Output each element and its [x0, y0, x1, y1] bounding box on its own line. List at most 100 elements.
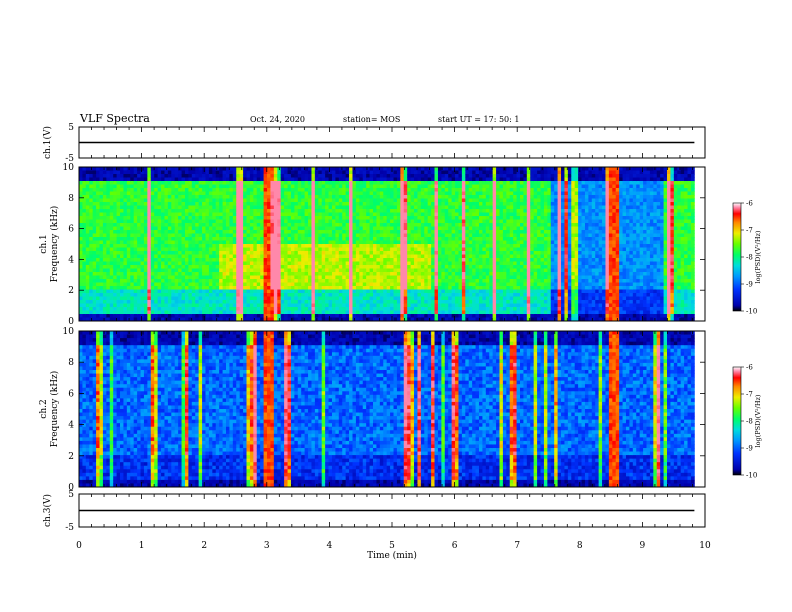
spectrogram-cell [465, 212, 470, 217]
spectrogram-cell [328, 198, 333, 203]
spectrogram-cell [311, 240, 316, 245]
spectrogram-cell [314, 247, 319, 252]
spectrogram-cell [130, 233, 135, 238]
spectrogram-cell [267, 177, 271, 182]
spectrogram-cell [161, 303, 165, 308]
spectrogram-cell [226, 289, 230, 294]
spectrogram-cell [393, 223, 398, 227]
spectrogram-cell [256, 184, 261, 189]
spectrogram-cell [318, 314, 323, 318]
spectrogram-cell [284, 223, 288, 227]
spectrogram-cell [154, 289, 159, 294]
spectrogram-cell [226, 216, 230, 220]
spectrogram-cell [431, 174, 435, 178]
spectrogram-cell [304, 181, 309, 185]
spectrogram-cell [297, 282, 302, 287]
spectrogram-cell [120, 205, 124, 210]
spectrogram-cell [229, 205, 234, 210]
spectrogram-cell [260, 212, 265, 217]
spectrogram-cell [109, 251, 114, 255]
spectrogram-cell [461, 209, 466, 213]
spectrogram-cell [396, 230, 401, 234]
spectrogram-cell [342, 209, 347, 213]
spectrogram-cell [167, 170, 172, 175]
spectrogram-cell [290, 191, 295, 196]
spectrogram-cell [198, 233, 203, 238]
spectrogram-cell [431, 170, 435, 175]
spectrogram-cell [355, 314, 360, 318]
spectrogram-cell [164, 181, 169, 185]
spectrogram-cell [455, 251, 459, 255]
spectrogram-cell [304, 282, 309, 287]
spectrogram-cell [150, 205, 155, 210]
spectrogram-cell [256, 279, 261, 283]
spectrogram-cell [215, 282, 220, 287]
spectrogram-cell [270, 286, 275, 290]
spectrogram-cell [253, 303, 258, 308]
spectrogram-cell [297, 233, 302, 238]
spectrogram-cell [191, 202, 196, 206]
spectrogram-cell [301, 198, 306, 203]
spectrogram-cell [260, 209, 265, 213]
spectrogram-cell [325, 310, 329, 315]
spectrogram-cell [263, 289, 268, 294]
spectrogram-cell [318, 265, 323, 269]
spectrogram-cell [287, 195, 292, 199]
spectrogram-cell [263, 216, 268, 220]
spectrogram-cell [243, 216, 247, 220]
spectrogram-cell [109, 261, 114, 266]
spectrogram-cell [226, 195, 230, 199]
spectrogram-cell [403, 216, 408, 220]
spectrogram-cell [287, 254, 292, 259]
spectrogram-cell [154, 275, 159, 280]
spectrogram-cell [311, 233, 316, 238]
spectrogram-cell [263, 300, 268, 304]
spectrogram-cell [249, 237, 254, 241]
spectrogram-cell [448, 174, 453, 178]
spectrogram-cell [215, 244, 220, 248]
spectrogram-cell [304, 317, 309, 322]
spectrogram-cell [304, 223, 309, 227]
spectrogram-cell [420, 265, 425, 269]
spectrogram-cell [352, 244, 357, 248]
spectrogram-cell [297, 181, 302, 185]
spectrogram-cell [284, 251, 288, 255]
spectrogram-cell [359, 244, 364, 248]
spectrogram-cell [99, 174, 104, 178]
spectrogram-cell [434, 310, 439, 315]
spectrogram-cell [301, 212, 306, 217]
spectrogram-cell [273, 240, 278, 245]
spectrogram-cell [455, 181, 459, 185]
spectrogram-cell [120, 261, 124, 266]
spectrogram-cell [280, 310, 285, 315]
spectrogram-cell [407, 230, 412, 234]
spectrogram-cell [451, 310, 456, 315]
spectrogram-cell [362, 303, 367, 308]
spectrogram-cell [195, 202, 200, 206]
spectrogram-cell [410, 279, 415, 283]
spectrogram-cell [188, 258, 193, 262]
spectrogram-cell [205, 286, 210, 290]
spectrogram-cell [318, 212, 323, 217]
spectrogram-cell [301, 191, 306, 196]
spectrogram-cell [157, 307, 162, 311]
spectrogram-cell [335, 237, 340, 241]
spectrogram-cell [373, 244, 377, 248]
spectrogram-cell [287, 300, 292, 304]
spectrogram-cell [437, 247, 442, 252]
spectrogram-cell [82, 170, 87, 175]
spectrogram-cell [109, 177, 114, 182]
spectrogram-cell [133, 265, 138, 269]
spectrogram-cell [444, 219, 449, 224]
spectrogram-cell [383, 286, 388, 290]
spectrogram-cell [82, 188, 87, 192]
spectrogram-cell [243, 244, 247, 248]
spectrogram-cell [314, 282, 319, 287]
spectrogram-cell [448, 240, 453, 245]
spectrogram-cell [280, 174, 285, 178]
spectrogram-cell [263, 272, 268, 276]
spectrogram-cell [208, 244, 213, 248]
spectrogram-cell [369, 268, 374, 273]
spectrogram-cell [109, 303, 114, 308]
spectrogram-cell [229, 226, 234, 231]
